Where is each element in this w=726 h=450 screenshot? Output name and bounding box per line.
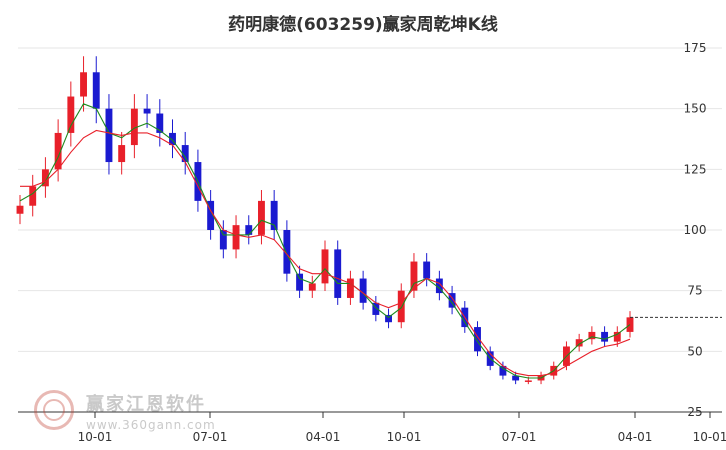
candle-body [16, 205, 24, 214]
chart-title: 药明康德(603259)赢家周乾坤K线 [228, 15, 498, 35]
candle-body [524, 380, 532, 382]
candle-body [105, 108, 113, 163]
candle-body [29, 186, 37, 206]
x-tick-label: 07-01 [193, 430, 228, 444]
candle-body [258, 200, 265, 235]
candle-body [613, 331, 621, 342]
x-tick-label: 07-01 [502, 430, 537, 444]
candle-body [385, 314, 392, 323]
watermark: 赢家江恩软件 www.360gann.com [34, 388, 254, 442]
candle-body [207, 200, 215, 230]
axes [18, 411, 722, 418]
x-tick-label: 10-01 [78, 430, 113, 444]
x-tick-label: 04-01 [618, 430, 653, 444]
candle-body [245, 225, 253, 235]
candle-body [423, 261, 431, 279]
watermark-url: www.360gann.com [86, 418, 216, 432]
candle-body [130, 108, 138, 146]
candle-body [232, 225, 240, 250]
x-axis-labels: 10-01 07-01 04-01 10-01 07-01 04-01 10-01 [78, 430, 726, 444]
candle-body [512, 375, 520, 381]
candle-body [54, 132, 62, 170]
candle-body [219, 230, 227, 250]
x-tick-label: 10-01 [387, 430, 422, 444]
ma-long-line [20, 129, 631, 377]
candle-body [308, 283, 316, 291]
x-tick-label: 04-01 [306, 430, 341, 444]
candle-body [41, 169, 49, 187]
x-tick-label: 10-01 [693, 430, 726, 444]
candle-body [499, 365, 507, 376]
y-axis-labels: 25 50 75 100 125 150 175 [684, 41, 707, 419]
candle-body [143, 108, 151, 114]
candle-body [156, 113, 164, 133]
candle-body [181, 145, 189, 163]
ma-short-line [19, 103, 631, 379]
y-tick-label: 25 [687, 405, 702, 419]
candle-body [118, 145, 126, 163]
candlestick-series [16, 56, 634, 385]
candle-body [334, 249, 342, 298]
y-tick-label: 125 [684, 162, 707, 176]
candle-body [283, 230, 291, 274]
candle-body [80, 72, 87, 97]
moving-average-lines [19, 103, 631, 379]
candle-body [321, 249, 329, 284]
watermark-name: 赢家江恩软件 [86, 394, 206, 415]
candle-body [296, 273, 304, 291]
candle-body [92, 72, 100, 109]
y-tick-label: 50 [687, 344, 702, 358]
candle-body [588, 331, 596, 340]
grid-lines [18, 47, 722, 352]
candle-body [169, 132, 176, 146]
candle-body [67, 96, 75, 133]
y-tick-label: 100 [684, 223, 707, 237]
candle-body [270, 200, 278, 230]
watermark-logo-icon [34, 390, 74, 430]
candle-body [474, 327, 481, 352]
y-tick-label: 75 [687, 284, 702, 298]
y-tick-label: 150 [684, 102, 707, 116]
candle-body [372, 302, 380, 315]
candle-body [575, 339, 583, 347]
y-tick-label: 175 [684, 41, 707, 55]
candle-body [410, 261, 418, 291]
candle-body [346, 278, 354, 298]
candle-body [601, 331, 609, 342]
candle-body [397, 290, 405, 323]
candle-body [359, 278, 367, 303]
candle-body [435, 278, 443, 294]
candle-body [448, 293, 456, 308]
